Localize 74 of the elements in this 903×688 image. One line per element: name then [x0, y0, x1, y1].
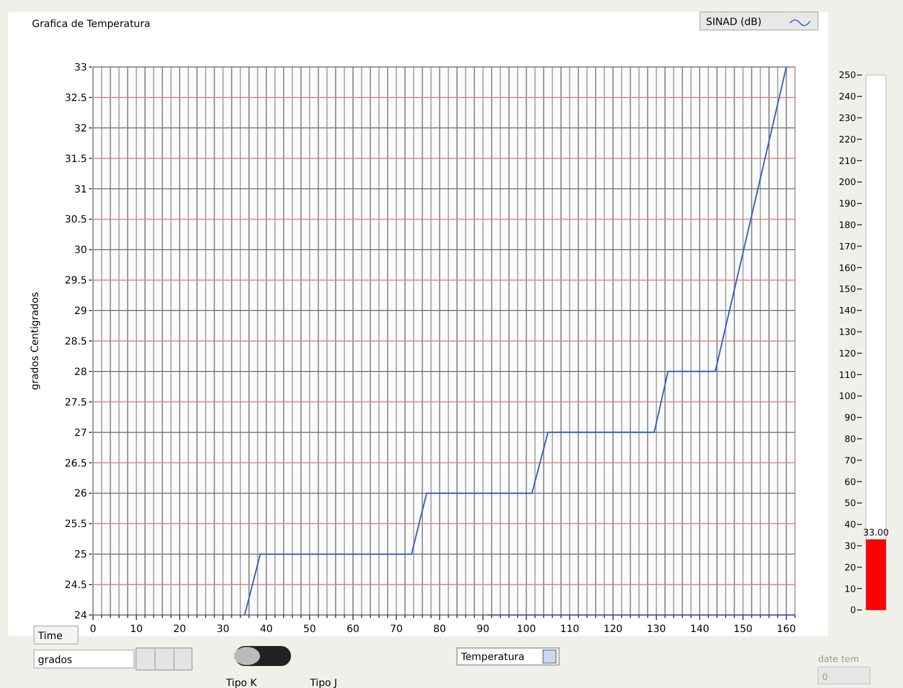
y-tick-label: 28: [74, 366, 87, 378]
x-tick-label: 130: [646, 624, 666, 635]
y-tick-label: 100: [838, 392, 856, 402]
y-tick-label: 29: [74, 306, 87, 318]
y-tick-label: 25: [74, 550, 87, 561]
x-tick-label: 140: [690, 624, 710, 635]
text: date tem: [818, 655, 859, 665]
y-tick-label: 70: [844, 456, 856, 466]
y-tick-label: 230: [838, 114, 856, 124]
y-tick-label: 90: [844, 414, 856, 424]
y-tick-label: 150: [838, 285, 856, 296]
y-tick-label: 27.5: [64, 397, 87, 408]
y-tick-label: 180: [838, 220, 856, 231]
text-field: grados: [34, 650, 134, 668]
y-tick-label: 24: [74, 610, 87, 622]
x-tick-label: 120: [603, 624, 623, 635]
y-tick-label: 20: [844, 563, 856, 574]
y-tick-label: 32.5: [64, 92, 87, 104]
x-tick-label: 100: [516, 624, 536, 635]
x-tick-label: 110: [560, 624, 580, 635]
x-tick-label: 160: [776, 624, 796, 635]
y-tick-label: 200: [838, 178, 856, 188]
y-axis-title: grados Centigrados: [30, 292, 41, 390]
y-tick-label: 190: [838, 200, 856, 210]
y-tick-label: 240: [838, 92, 856, 103]
y-tick-label: 210: [838, 156, 856, 167]
y-tick-label: 29.5: [64, 276, 87, 287]
y-tick-label: 27: [74, 428, 87, 439]
text: SINAD (dB): [706, 17, 762, 28]
y-tick-label: 250: [838, 71, 856, 82]
data-label: 33.00: [863, 528, 890, 538]
text: Tipo J: [309, 678, 338, 688]
y-tick-label: 110: [838, 370, 856, 381]
y-tick-label: 170: [838, 242, 856, 252]
y-tick-label: 24.5: [64, 580, 87, 592]
x-tick-label: 10: [130, 624, 143, 635]
text-field: Time: [34, 626, 78, 644]
x-tick-label: 50: [303, 624, 316, 635]
x-tick-label: 70: [390, 624, 403, 635]
y-tick-label: 30: [74, 245, 87, 256]
y-tick-label: 26.5: [64, 458, 87, 470]
x-tick-label: 90: [476, 624, 490, 635]
y-tick-label: 30: [844, 542, 856, 552]
y-tick-label: 31.5: [64, 154, 87, 165]
y-tick-label: 32: [74, 123, 87, 134]
y-tick-label: 30.5: [64, 214, 87, 226]
line-series: [244, 66, 787, 616]
y-tick-label: 130: [838, 328, 856, 338]
x-tick-label: 20: [173, 624, 186, 635]
dropdown: Temperatura: [456, 648, 560, 666]
text: Tipo K: [225, 678, 258, 688]
y-tick-label: 33: [74, 62, 87, 74]
number-field: 0: [818, 666, 870, 684]
x-tick-label: 150: [733, 624, 753, 635]
y-tick-label: 50: [844, 499, 856, 510]
y-tick-label: 0: [850, 606, 856, 616]
y-tick-label: 28.5: [64, 336, 87, 348]
y-tick-label: 10: [844, 584, 856, 595]
y-tick-label: 26: [74, 488, 87, 500]
chart-title: Grafica de Temperatura: [32, 19, 150, 30]
x-tick-label: 30: [216, 624, 230, 635]
x-tick-label: 80: [433, 624, 446, 635]
y-tick-label: 31: [74, 184, 87, 196]
y-tick-label: 60: [844, 478, 856, 488]
y-tick-label: 140: [838, 306, 856, 317]
y-tick-label: 80: [844, 434, 856, 445]
y-tick-label: 40: [844, 520, 856, 531]
x-tick-label: 0: [90, 624, 96, 635]
y-tick-label: 220: [838, 135, 856, 146]
y-tick-label: 25.5: [64, 519, 87, 530]
x-tick-label: 40: [260, 624, 273, 635]
x-tick-label: 60: [346, 624, 360, 635]
y-tick-label: 160: [838, 264, 856, 274]
y-tick-label: 120: [838, 349, 856, 360]
